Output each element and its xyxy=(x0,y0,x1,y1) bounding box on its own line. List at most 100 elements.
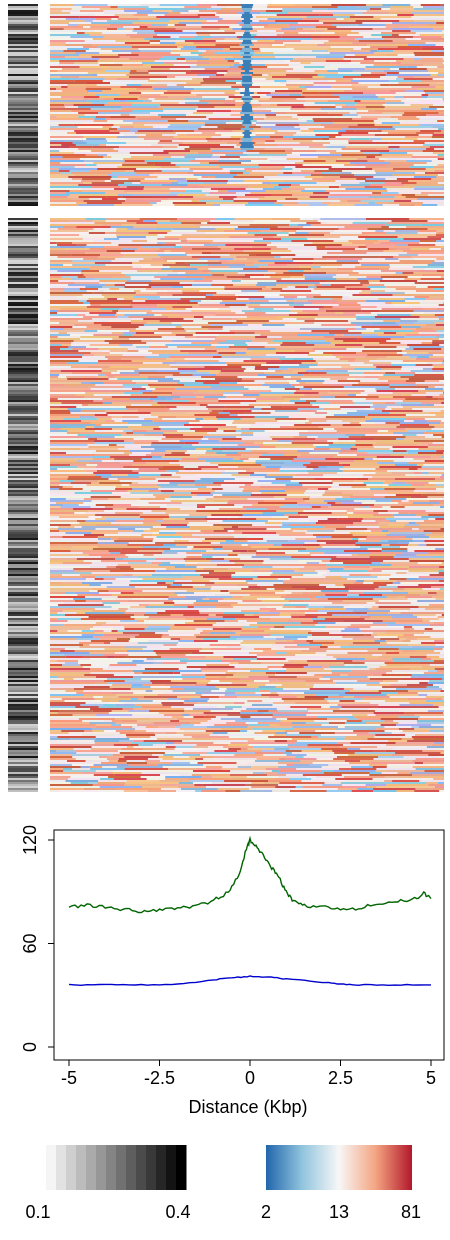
heatmap-cell xyxy=(72,260,112,262)
heatmap-cell xyxy=(139,476,181,478)
heatmap-cell xyxy=(218,342,246,344)
heatmap-cell xyxy=(50,386,89,388)
heatmap-cell xyxy=(70,334,94,336)
heatmap-cell xyxy=(80,410,106,412)
strip-line xyxy=(8,736,38,738)
heatmap-cell xyxy=(50,242,57,244)
heatmap-cell xyxy=(370,530,382,532)
heatmap-cell xyxy=(415,204,422,206)
heatmap-cell xyxy=(95,18,112,20)
heatmap-cell xyxy=(124,440,159,442)
heatmap-cell xyxy=(242,78,252,80)
heatmap-cell xyxy=(287,554,311,556)
heatmap-cell xyxy=(130,492,163,494)
heatmap-cell xyxy=(294,302,312,304)
heatmap-cell xyxy=(153,554,179,556)
strip-line xyxy=(8,608,38,610)
heatmap-cell xyxy=(348,240,379,242)
heatmap-cell xyxy=(99,8,124,10)
heatmap-cell xyxy=(249,32,284,34)
heatmap-cell xyxy=(253,264,268,266)
strip-line xyxy=(8,406,38,408)
heatmap-cell xyxy=(65,140,84,142)
strip-line xyxy=(8,262,38,264)
heatmap-cell xyxy=(119,480,133,482)
heatmap-cell xyxy=(60,162,94,164)
heatmap-cell xyxy=(145,134,163,136)
strip-line xyxy=(8,46,38,48)
heatmap-cell xyxy=(209,434,241,436)
heatmap-cell xyxy=(115,258,144,260)
heatmap-cell xyxy=(355,358,377,360)
heatmap-cell xyxy=(303,326,350,328)
heatmap-cell xyxy=(275,352,309,354)
heatmap-cell xyxy=(313,218,321,220)
heatmap-cell xyxy=(50,74,91,76)
heatmap-cell xyxy=(90,382,104,384)
strip-line xyxy=(8,590,38,592)
strip-line xyxy=(8,284,38,286)
heatmap-cell xyxy=(245,264,254,266)
heatmap-cell xyxy=(391,408,413,410)
heatmap-cell xyxy=(418,448,444,450)
heatmap-cell xyxy=(353,512,379,514)
heatmap-cell xyxy=(115,488,132,490)
heatmap-cell xyxy=(363,36,370,38)
heatmap-cell xyxy=(158,254,187,256)
heatmap-cell xyxy=(313,450,341,452)
heatmap-cell xyxy=(90,304,101,306)
heatmap-cell xyxy=(50,126,78,128)
heatmap-cell xyxy=(403,228,428,230)
heatmap-cell xyxy=(438,112,444,114)
heatmap-cell xyxy=(159,532,176,534)
heatmap-cell xyxy=(316,150,337,152)
heatmap-cell xyxy=(50,450,96,452)
strip-line xyxy=(8,724,38,726)
heatmap-cell xyxy=(275,90,303,92)
heatmap-cell xyxy=(222,368,246,370)
heatmap-cell xyxy=(50,532,66,534)
heatmap-cell xyxy=(421,46,443,48)
heatmap-cell xyxy=(337,6,355,8)
heatmap-cell xyxy=(124,10,153,12)
heatmap-cell xyxy=(255,422,296,424)
heatmap-cell xyxy=(188,400,219,402)
heatmap-cell xyxy=(90,388,132,390)
heatmap-cell xyxy=(309,372,327,374)
heatmap-cell xyxy=(308,414,334,416)
heatmap-cell xyxy=(117,28,125,30)
heatmap-cell xyxy=(361,424,400,426)
heatmap-cell xyxy=(50,98,67,100)
heatmap-cell xyxy=(429,440,444,442)
heatmap-cell xyxy=(260,50,296,52)
heatmap-cell xyxy=(333,240,349,242)
strip-line xyxy=(8,664,38,666)
heatmap-cell xyxy=(276,14,320,16)
heatmap-cell xyxy=(50,70,58,72)
heatmap-cell xyxy=(441,348,444,350)
heatmap-cell xyxy=(189,526,210,528)
strip-line xyxy=(8,244,38,246)
heatmap-cell xyxy=(365,416,407,418)
heatmap-cell xyxy=(429,500,444,502)
heatmap-cell xyxy=(201,300,223,302)
heatmap-cell xyxy=(320,266,356,268)
heatmap-cell xyxy=(186,450,207,452)
heatmap-cell xyxy=(133,530,144,532)
strip-line xyxy=(8,548,38,550)
heatmap-cell xyxy=(210,462,221,464)
heatmap-cell xyxy=(185,178,198,180)
heatmap-cell xyxy=(250,494,287,496)
heatmap-cell xyxy=(319,280,326,282)
strip-line xyxy=(8,282,38,284)
heatmap-cell xyxy=(328,444,356,446)
heatmap-cell xyxy=(291,556,337,558)
strip-line xyxy=(8,634,38,636)
heatmap-cell xyxy=(153,88,195,90)
heatmap-cell xyxy=(246,150,286,152)
strip-line xyxy=(8,104,38,106)
heatmap-cell xyxy=(66,432,82,434)
heatmap-cell xyxy=(374,110,402,112)
strip-line xyxy=(8,612,38,614)
heatmap-cell xyxy=(300,410,317,412)
